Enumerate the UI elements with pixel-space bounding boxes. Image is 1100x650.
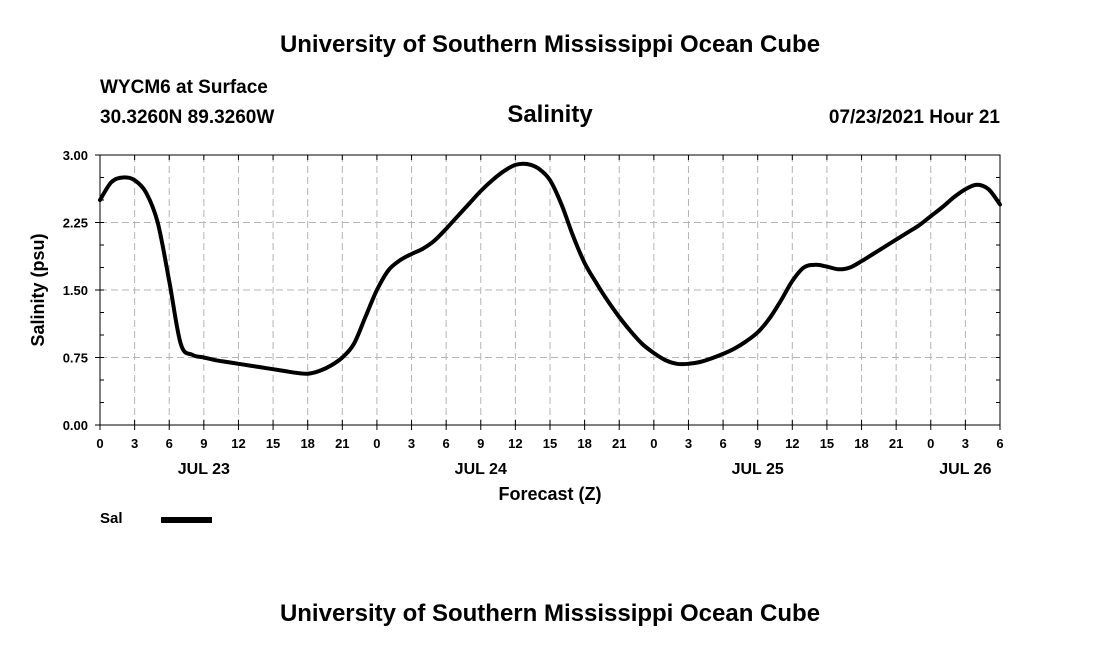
y-tick-label: 3.00: [63, 148, 88, 163]
x-tick-label: 12: [508, 436, 522, 451]
x-tick-label: 6: [443, 436, 450, 451]
x-tick-label: 3: [685, 436, 692, 451]
x-tick-label: 15: [266, 436, 280, 451]
x-tick-label: 9: [754, 436, 761, 451]
coordinates-label: 30.3260N 89.3260W: [100, 107, 275, 128]
x-tick-label: 6: [719, 436, 726, 451]
x-tick-label: 12: [231, 436, 245, 451]
x-tick-label: 0: [927, 436, 934, 451]
date-label: JUL 24: [455, 461, 507, 478]
x-tick-label: 3: [408, 436, 415, 451]
date-label: JUL 26: [939, 461, 991, 478]
y-axis-label: Salinity (psu): [28, 233, 48, 346]
footer-title: University of Southern Mississippi Ocean…: [279, 600, 821, 627]
legend-swatch: [161, 517, 212, 523]
x-tick-label: 0: [373, 436, 380, 451]
legend-label: Sal: [100, 510, 123, 527]
y-tick-label: 0.75: [63, 351, 88, 366]
y-tick-label: 2.25: [63, 216, 88, 231]
station-label: WYCM6 at Surface: [100, 77, 268, 98]
x-tick-label: 9: [477, 436, 484, 451]
series-line-sal: [98, 161, 1002, 376]
x-tick-label: 6: [996, 436, 1003, 451]
x-tick-label: 6: [166, 436, 173, 451]
x-tick-label: 18: [577, 436, 591, 451]
forecast-datetime: 07/23/2021 Hour 21: [828, 107, 1000, 128]
x-tick-label: 3: [131, 436, 138, 451]
axis-labels: 0.00 0.75 1.50 2.25 3.00 0 3 6 9 12 15 18 21 0 3 6 9 12 15…: [28, 148, 1004, 504]
x-tick-label: 21: [335, 436, 349, 451]
x-tick-label: 0: [96, 436, 103, 451]
y-tick-label: 1.50: [63, 283, 88, 298]
axes: [95, 154, 1001, 430]
x-tick-label: 15: [543, 436, 557, 451]
chart-title: Salinity: [507, 101, 593, 128]
x-tick-label: 12: [785, 436, 799, 451]
series-layer: [98, 161, 1002, 376]
date-label: JUL 25: [732, 461, 784, 478]
x-tick-label: 3: [962, 436, 969, 451]
x-tick-label: 21: [612, 436, 626, 451]
page-title: University of Southern Mississippi Ocean…: [279, 31, 821, 58]
x-tick-label: 18: [300, 436, 314, 451]
grid: [100, 155, 1000, 425]
x-tick-label: 15: [820, 436, 834, 451]
x-tick-label: 0: [650, 436, 657, 451]
y-tick-label: 0.00: [63, 418, 88, 433]
x-tick-label: 18: [854, 436, 868, 451]
date-label: JUL 23: [178, 461, 230, 478]
plot-frame: [99, 154, 1001, 426]
x-axis-label: Forecast (Z): [498, 484, 601, 504]
x-tick-label: 9: [200, 436, 207, 451]
x-tick-label: 21: [889, 436, 903, 451]
